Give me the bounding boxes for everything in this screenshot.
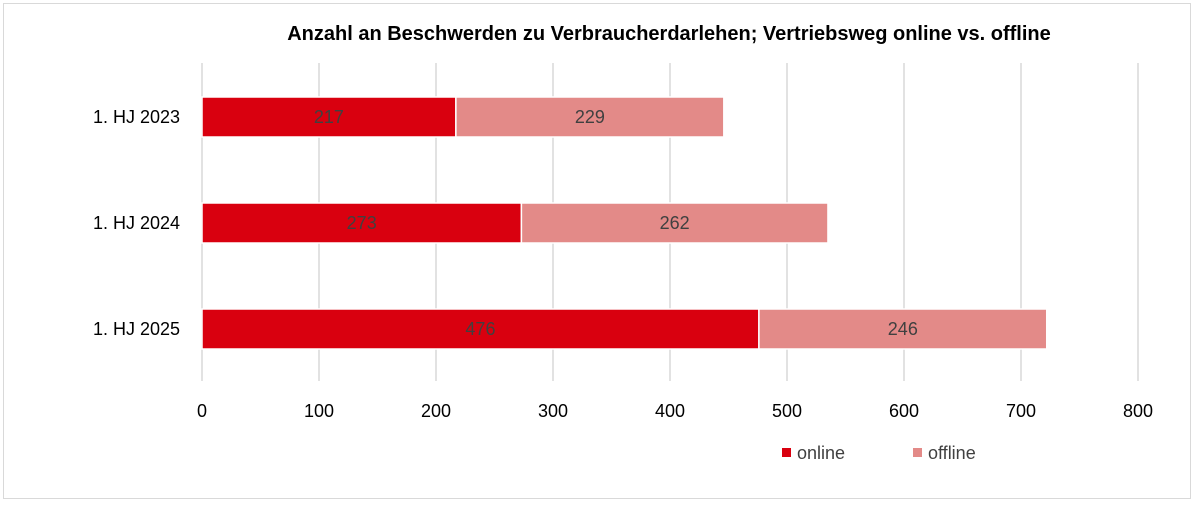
data-label-offline: 229 [575,107,605,127]
data-label-online: 217 [314,107,344,127]
x-tick-label: 700 [1006,401,1036,421]
data-label-online: 476 [465,319,495,339]
x-tick-label: 0 [197,401,207,421]
legend: online offline [782,443,976,463]
category-label: 1. HJ 2023 [93,107,180,127]
x-tick-label: 400 [655,401,685,421]
x-tick-label: 600 [889,401,919,421]
data-label-offline: 246 [888,319,918,339]
legend-label-offline: offline [928,443,976,463]
legend-label-online: online [797,443,845,463]
bar-online [201,96,457,138]
data-label-offline: 262 [660,213,690,233]
x-tick-label: 500 [772,401,802,421]
category-label: 1. HJ 2024 [93,213,180,233]
data-label-online: 273 [347,213,377,233]
bars [201,96,1048,350]
labels: 0 100 200 300 400 500 600 700 800 1. HJ 2023 1. HJ… [93,107,1153,421]
chart-frame [3,3,1191,499]
bar-offline [455,96,725,138]
legend-marker-online [782,448,791,457]
bar-online [201,202,523,244]
bar-offline [758,308,1048,350]
x-tick-label: 200 [421,401,451,421]
bar-offline [520,202,829,244]
bar-online [201,308,760,350]
x-tick-label: 100 [304,401,334,421]
chart-title: Anzahl an Beschwerden zu Verbraucherdarl… [287,23,1051,45]
legend-marker-offline [913,448,922,457]
x-tick-label: 800 [1123,401,1153,421]
x-tick-label: 300 [538,401,568,421]
category-label: 1. HJ 2025 [93,319,180,339]
